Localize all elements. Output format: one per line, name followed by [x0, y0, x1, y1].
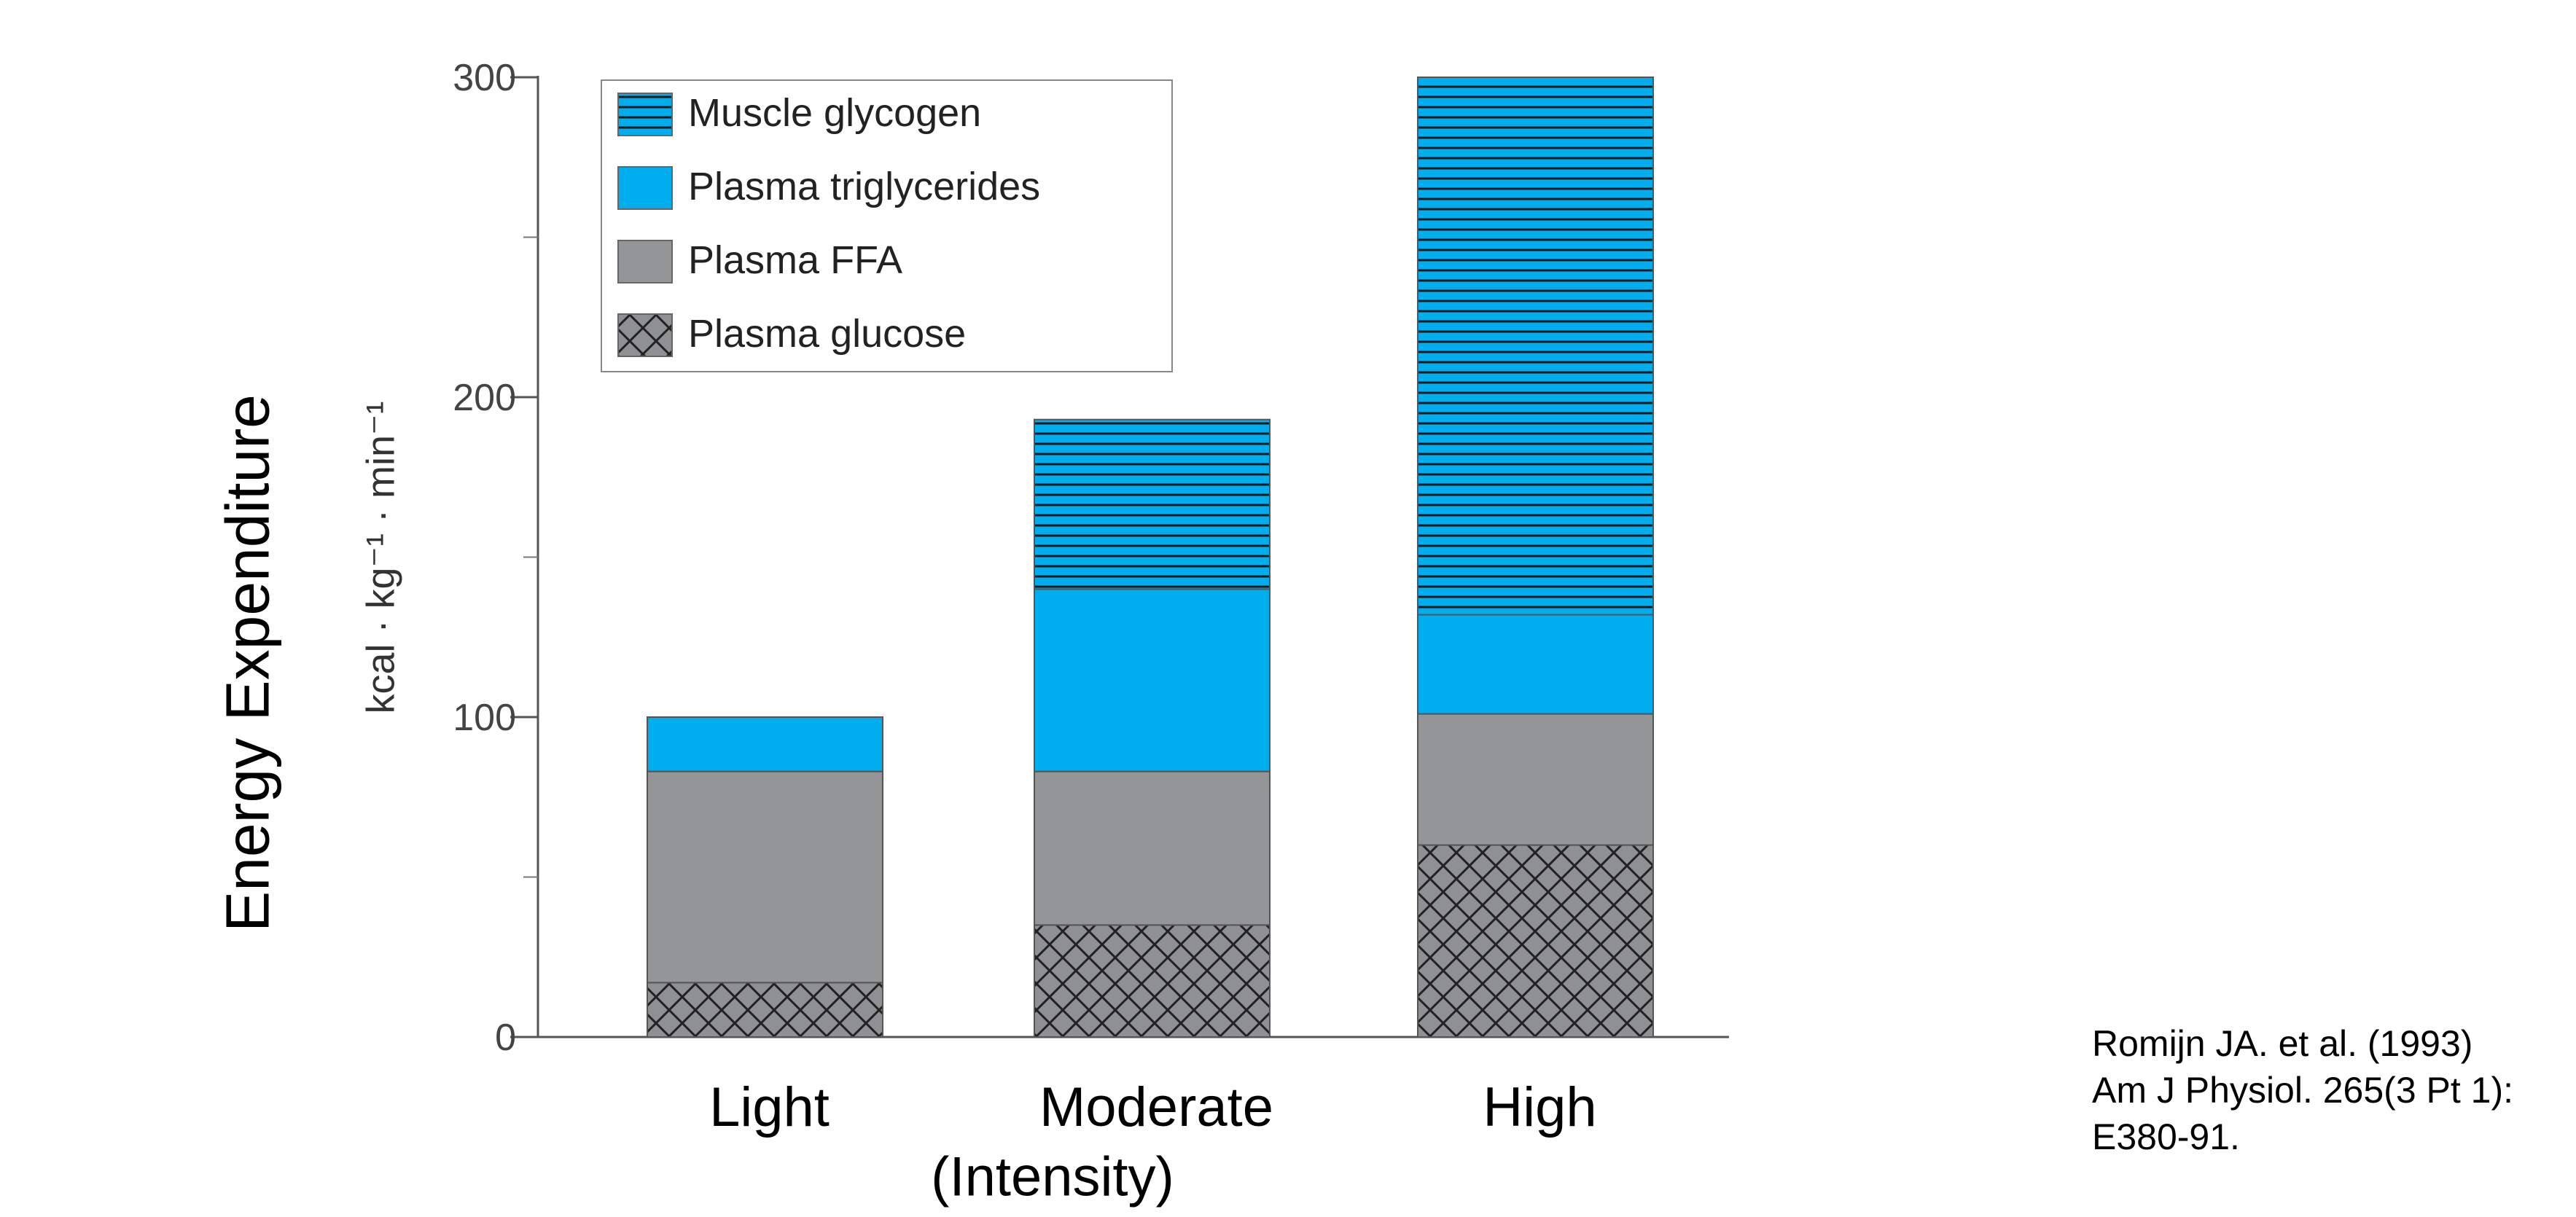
- legend-swatch-plasma-glucose: [617, 313, 673, 357]
- bar-high-plasma-glucose: [1417, 844, 1654, 1038]
- bar-moderate-plasma-triglycerides: [1034, 588, 1271, 772]
- bar-light-plasma-glucose: [647, 982, 883, 1038]
- citation: Romijn JA. et al. (1993) Am J Physiol. 2…: [2092, 1020, 2513, 1160]
- bars: [647, 77, 1654, 1038]
- legend-box: [601, 79, 1173, 372]
- citation-line-3: E380-91.: [2092, 1116, 2240, 1157]
- x-tick-label-moderate: Moderate: [1039, 1076, 1273, 1138]
- bar-moderate-muscle-glycogen: [1034, 418, 1271, 590]
- legend-swatch-plasma-triglycerides: [617, 166, 673, 210]
- x-tick-labels: Light Moderate High: [709, 1076, 1597, 1138]
- x-axis-title: (Intensity): [931, 1146, 1174, 1208]
- y-tick-label: 100: [453, 697, 516, 739]
- x-tick-label-high: High: [1483, 1076, 1596, 1138]
- bar-high-plasma-triglycerides: [1417, 614, 1654, 715]
- y-tick-label: 300: [453, 57, 516, 99]
- citation-line-2: Am J Physiol. 265(3 Pt 1):: [2092, 1070, 2514, 1111]
- y-axis-title: Energy Expenditure: [213, 394, 282, 932]
- bar-moderate-plasma-glucose: [1034, 924, 1271, 1038]
- legend-swatch-plasma-ffa: [617, 240, 673, 283]
- legend-swatch-muscle-glycogen: [617, 93, 673, 136]
- legend-label-plasma-triglycerides: Plasma triglycerides: [688, 165, 1040, 208]
- legend-label-muscle-glycogen: Muscle glycogen: [688, 91, 981, 135]
- x-tick-label-light: Light: [709, 1076, 830, 1138]
- bar-light-plasma-triglycerides: [647, 716, 883, 772]
- citation-line-1: Romijn JA. et al. (1993): [2092, 1023, 2473, 1064]
- y-axis-unit: kcal · kg⁻¹ · min⁻¹: [359, 401, 403, 714]
- bar-high-plasma-ffa: [1417, 713, 1654, 846]
- bar-light-plasma-ffa: [647, 770, 883, 984]
- legend-label-plasma-ffa: Plasma FFA: [688, 238, 902, 282]
- legend-label-plasma-glucose: Plasma glucose: [688, 312, 966, 356]
- y-tick-label: 0: [495, 1017, 516, 1059]
- bar-moderate-plasma-ffa: [1034, 770, 1271, 926]
- legend: Muscle glycogen Plasma triglycerides Plasm…: [601, 79, 1173, 372]
- bar-high-muscle-glycogen: [1417, 77, 1654, 616]
- y-tick-label: 200: [453, 377, 516, 419]
